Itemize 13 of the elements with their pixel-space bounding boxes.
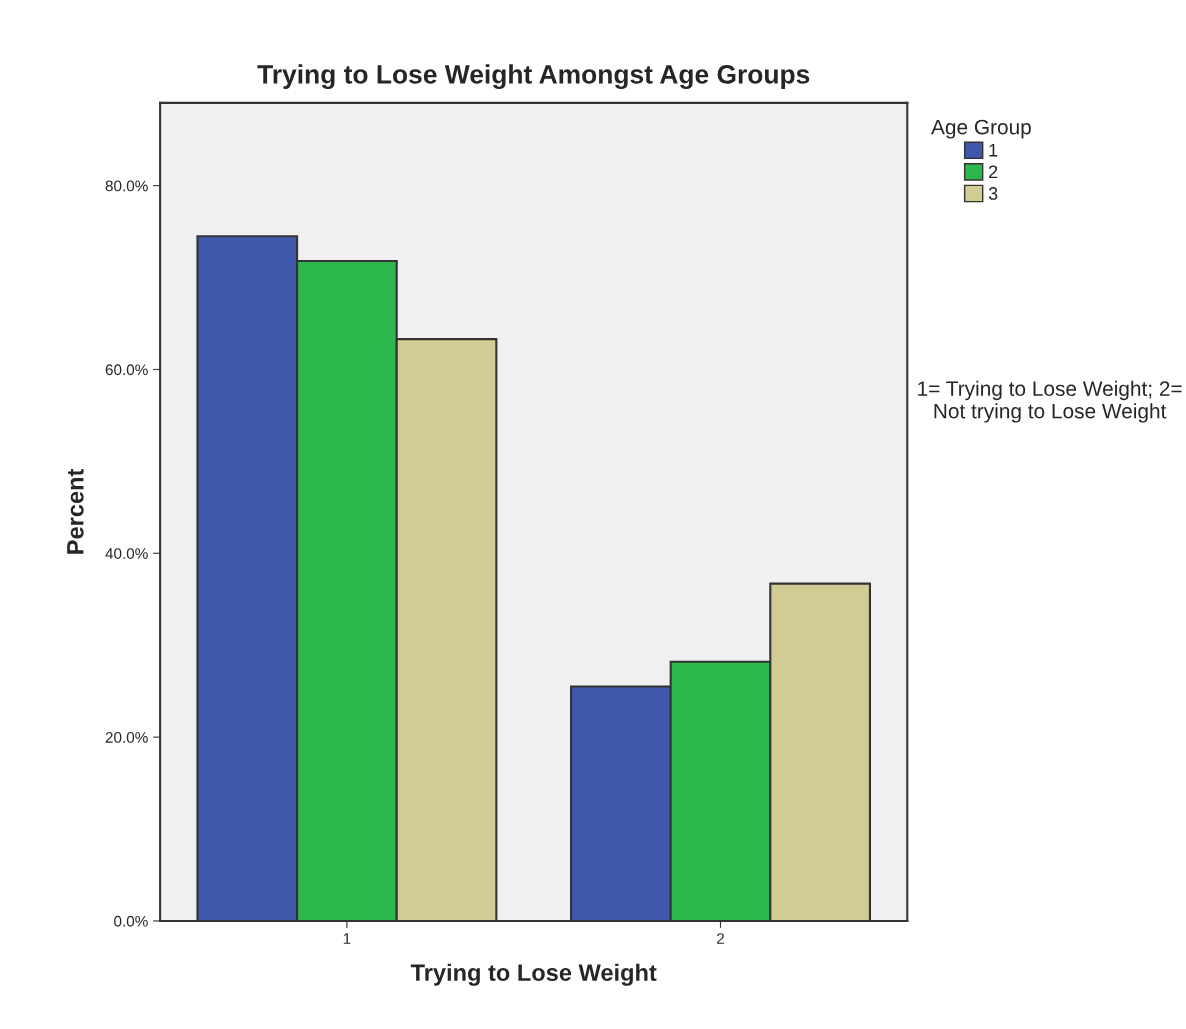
legend-label: 2 [989, 165, 998, 179]
legend-label: 3 [988, 187, 998, 200]
chart-title: Trying to Lose Weight Amongst Age Groups [257, 64, 810, 90]
y-tick-label: 40.0% [105, 548, 148, 559]
y-axis-title: Percent [67, 468, 84, 554]
y-tick-label: 0.0% [114, 915, 148, 927]
y-tick-label: 20.0% [105, 731, 148, 743]
x-axis-title: Trying to Lose Weight [410, 963, 657, 986]
text: 1= Trying to Lose Weight; 2= Not trying to Lose Weight [918, 380, 1182, 423]
legend-title: Age Group [931, 119, 1031, 139]
legend-label: 1 [989, 144, 998, 157]
y-tick-label: 80.0% [105, 180, 148, 192]
y-tick-label: 60.0% [105, 364, 148, 376]
